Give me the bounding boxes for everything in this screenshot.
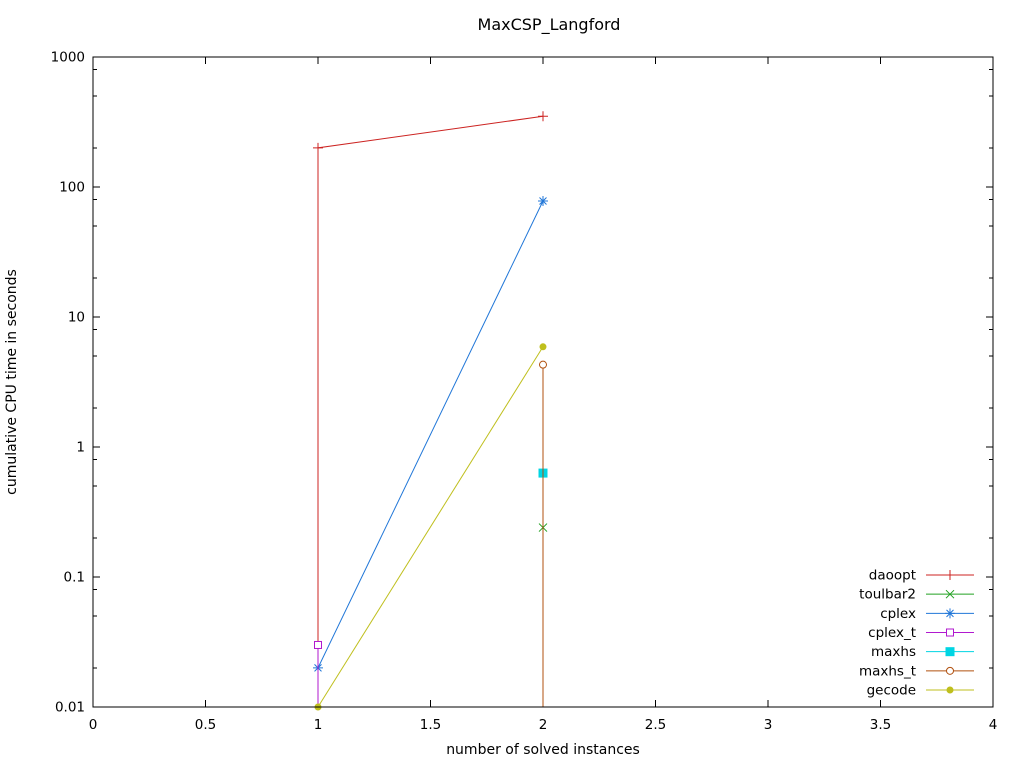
- x-tick-label: 1: [314, 717, 323, 733]
- y-axis-label: cumulative CPU time in seconds: [4, 269, 20, 495]
- legend-sample-marker-daoopt: [945, 570, 955, 580]
- y-tick-label: 0.01: [55, 700, 85, 716]
- legend-label-maxhs_t: maxhs_t: [859, 663, 916, 679]
- x-tick-label: 0.5: [195, 717, 216, 733]
- legend-sample-marker-cplex_t: [946, 628, 954, 637]
- x-tick-label: 4: [989, 717, 998, 733]
- series-marker-daoopt: [313, 142, 323, 153]
- legend-sample-marker-toulbar2: [945, 589, 955, 599]
- x-tick-label: 1.5: [420, 717, 441, 733]
- series-marker-cplex: [538, 196, 548, 207]
- series-marker-cplex_t: [314, 640, 322, 649]
- legend-label-maxhs: maxhs: [871, 644, 916, 660]
- series-daoopt: [313, 111, 548, 707]
- series-group: [313, 111, 548, 711]
- legend-entry-cplex: cplex: [880, 606, 974, 622]
- legend-entry-toulbar2: toulbar2: [859, 587, 974, 603]
- legend-entry-gecode: gecode: [867, 683, 974, 699]
- series-cplex: [313, 196, 548, 707]
- series-maxhs_t: [539, 360, 547, 707]
- y-tick-label: 0.1: [64, 570, 85, 586]
- legend-label-toulbar2: toulbar2: [859, 587, 916, 603]
- series-marker-daoopt: [538, 111, 548, 122]
- legend-label-gecode: gecode: [867, 683, 916, 699]
- y-tick-label: 1000: [51, 50, 85, 66]
- axis-tick-labels: 0 0.5 1 1.5 2 2.5 3 3.5 4 0.01 0.1 1 10 100 1000: [51, 50, 998, 734]
- series-gecode: [314, 343, 547, 711]
- x-tick-label: 0: [89, 717, 98, 733]
- y-tick-label: 1: [76, 440, 85, 456]
- legend-sample-marker-maxhs: [945, 647, 955, 657]
- legend-label-daoopt: daoopt: [869, 568, 916, 584]
- legend-sample-marker-cplex: [945, 608, 955, 619]
- series-line-daoopt: [317, 115, 544, 707]
- legend-sample-marker-maxhs_t: [946, 666, 954, 675]
- x-tick-label: 2: [539, 717, 548, 733]
- x-axis-label: number of solved instances: [446, 742, 640, 758]
- legend-entry-cplex_t: cplex_t: [868, 625, 974, 641]
- x-tick-label: 2.5: [645, 717, 666, 733]
- y-tick-label: 100: [59, 180, 85, 196]
- series-marker-gecode: [539, 343, 547, 351]
- chart-title: MaxCSP_Langford: [478, 15, 621, 35]
- series-marker-maxhs_t: [539, 360, 547, 369]
- legend-entry-maxhs_t: maxhs_t: [859, 663, 974, 679]
- legend-entry-daoopt: daoopt: [869, 568, 974, 584]
- x-tick-label: 3: [764, 717, 773, 733]
- legend-label-cplex: cplex: [880, 606, 916, 622]
- series-line-cplex: [317, 200, 544, 707]
- plot-border: [92, 56, 994, 708]
- y-tick-label: 10: [68, 310, 85, 326]
- axis-ticks: [92, 56, 994, 708]
- series-line-gecode: [317, 346, 544, 708]
- legend-sample-marker-gecode: [946, 686, 954, 694]
- legend-entry-maxhs: maxhs: [871, 644, 974, 660]
- legend-label-cplex_t: cplex_t: [868, 625, 916, 641]
- x-tick-label: 3.5: [870, 717, 891, 733]
- series-cplex_t: [314, 640, 322, 707]
